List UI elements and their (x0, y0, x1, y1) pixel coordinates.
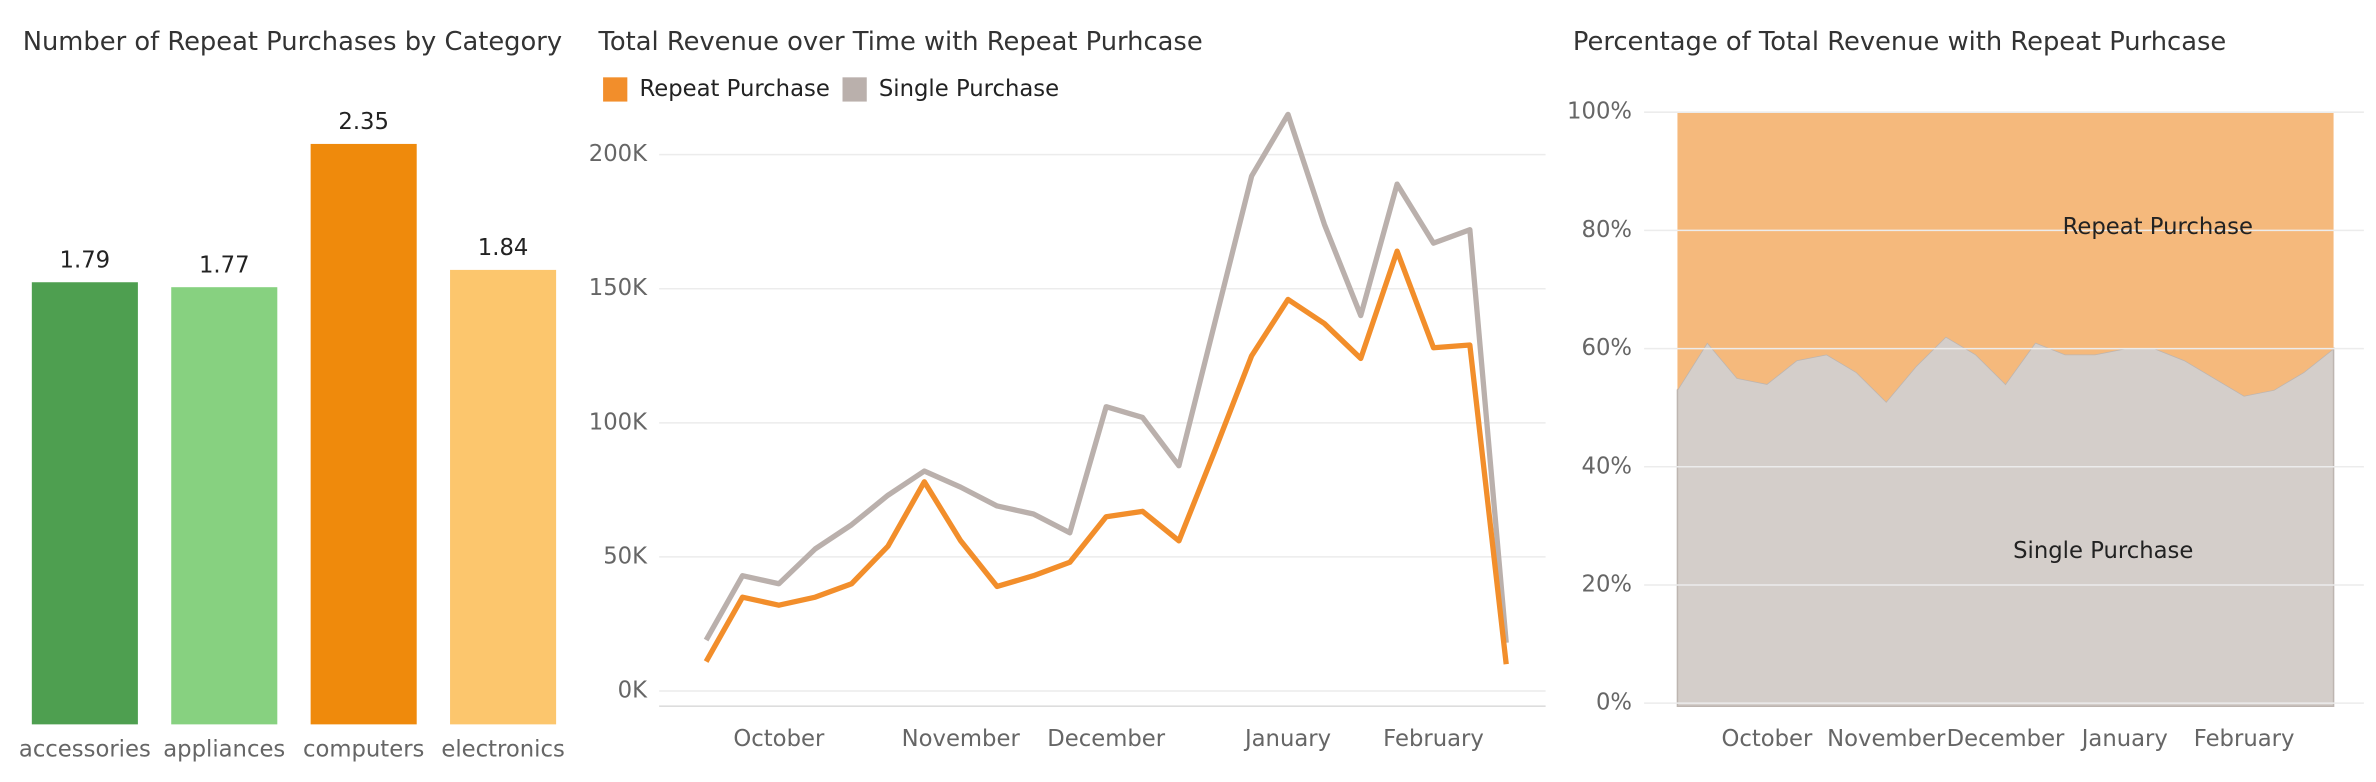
line (703, 248, 1509, 665)
y-tick-label: 20% (1581, 571, 1632, 597)
x-tick-label: February (2194, 726, 2295, 752)
area (1676, 335, 2335, 707)
y-tick-label: 80% (1581, 217, 1632, 243)
x-tick-label: computers (303, 737, 424, 763)
y-tick-label: 100% (1567, 99, 1632, 125)
x-tick-label: January (2080, 726, 2168, 752)
y-tick-label: 0K (618, 678, 648, 704)
x-tick-label: January (1243, 726, 1331, 752)
y-tick-label: 40% (1581, 453, 1632, 479)
y-tick-label: 0% (1596, 690, 1632, 716)
bar (310, 143, 417, 725)
y-tick-label: 50K (603, 543, 648, 569)
y-tick-label: 150K (589, 275, 648, 301)
y-tick-label: 60% (1581, 335, 1632, 361)
chart-title: Total Revenue over Time with Repeat Purh… (598, 27, 1203, 57)
chart-title: Percentage of Total Revenue with Repeat … (1573, 27, 2226, 57)
legend-label: Single Purchase (879, 76, 1059, 102)
bar (171, 287, 278, 725)
x-tick-label: November (1827, 726, 1946, 752)
legend-swatch (603, 77, 628, 102)
area-label: Repeat Purchase (2063, 214, 2253, 240)
x-tick-label: December (1947, 726, 2065, 752)
y-tick-label: 200K (589, 141, 648, 167)
x-tick-label: November (902, 726, 1021, 752)
value-label: 2.35 (338, 109, 389, 135)
value-label: 1.84 (478, 235, 529, 261)
x-tick-label: February (1383, 726, 1484, 752)
legend-label: Repeat Purchase (639, 76, 829, 102)
bar (31, 282, 138, 725)
x-tick-label: October (733, 726, 825, 752)
area-label: Single Purchase (2013, 538, 2193, 564)
line (703, 111, 1509, 643)
value-label: 1.79 (60, 248, 111, 274)
legend-swatch (842, 77, 867, 102)
bar (450, 269, 557, 725)
x-tick-label: December (1047, 726, 1165, 752)
x-tick-label: appliances (163, 737, 285, 763)
x-tick-label: electronics (441, 737, 564, 763)
x-tick-label: October (1721, 726, 1813, 752)
value-label: 1.77 (199, 252, 250, 278)
area (1677, 112, 2334, 402)
y-tick-label: 100K (589, 409, 648, 435)
x-tick-label: accessories (19, 737, 151, 763)
chart-title: Number of Repeat Purchases by Category (23, 27, 562, 57)
